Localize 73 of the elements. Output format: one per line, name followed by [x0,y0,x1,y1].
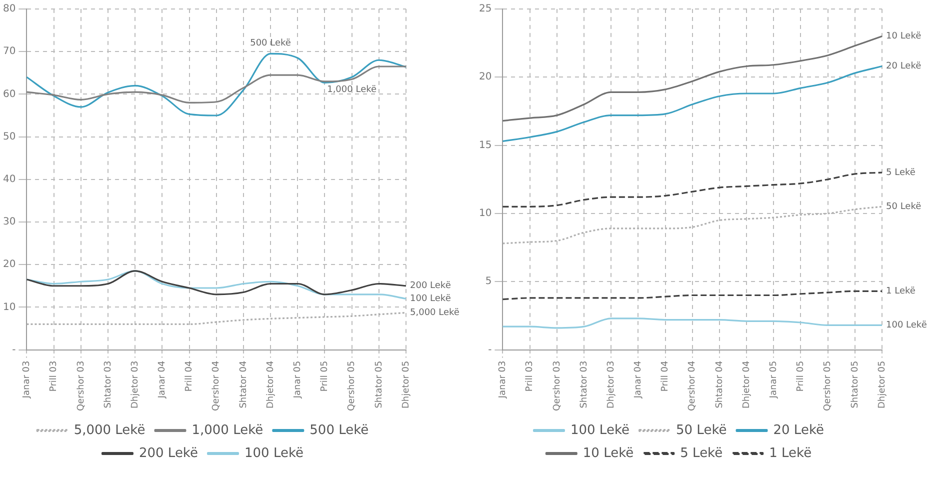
annotation: 100 Lekë [410,294,452,304]
annotation: 500 Lekë [250,38,292,49]
x-tick-label: Dhjetor 04 [742,360,752,408]
x-tick-label: Prill 03 [525,360,536,392]
annotation: 10 Lekë [886,32,922,42]
line-series [502,65,883,142]
line-series [502,318,883,329]
y-tick-label: 10 [478,208,492,220]
x-tick-label: Janar 04 [158,360,168,400]
x-tick-label: Prill 03 [49,360,60,392]
legend-label: 100 Lekë [244,446,304,461]
x-tick-label: Janar 04 [634,360,644,400]
y-tick-label: 20 [478,72,492,83]
annotation: 5,000 Lekë [410,308,460,318]
line-series [502,172,883,208]
y-tick-label: 25 [478,4,492,15]
x-tick-label: Qershor 04 [212,360,222,411]
annotation: 100 Lekë [886,320,928,331]
x-tick-label: Prill 05 [796,360,806,392]
x-tick-label: Dhjetor 05 [401,360,412,408]
annotation: 50 Lekë [886,202,922,212]
x-tick-label: Janar 05 [292,360,303,400]
x-tick-label: Prill 04 [184,360,195,392]
legend-label: 1 Lekë [769,446,812,461]
x-tick-label: Dhjetor 04 [266,360,276,408]
legend-label: 1,000 Lekë [192,422,264,438]
y-tick-label: 80 [2,4,16,15]
legend-label: 50 Lekë [676,422,727,438]
legend-label: 100 Lekë [570,422,630,438]
x-tick-label: Prill 05 [320,360,330,392]
legend-label: 500 Lekë [310,422,369,438]
y-tick-label: 50 [2,131,16,142]
y-tick-label: 40 [2,174,16,185]
x-tick-label: Shtator 05 [850,360,860,408]
legend-label: 10 Lekë [582,446,634,461]
annotation: 1 Lekë [886,286,916,296]
x-tick-label: Dhjetor 05 [877,360,888,408]
y-tick-label: 5 [485,276,492,288]
x-tick-label: Dhjetor 03 [606,360,616,408]
x-tick-label: Shtator 04 [238,360,249,408]
x-tick-label: Janar 03 [498,360,508,400]
x-tick-label: Shtator 05 [374,360,384,408]
x-tick-label: Janar 03 [22,360,32,400]
x-tick-label: Shtator 04 [714,360,725,408]
legend-label: 200 Lekë [138,446,198,461]
y-tick-label: 20 [2,259,16,270]
line-series [502,35,883,122]
x-tick-label: Dhjetor 03 [130,360,140,408]
annotation: 200 Lekë [410,281,452,292]
y-tick-label: - [12,344,16,356]
x-tick-label: Qershor 05 [347,360,358,411]
x-tick-label: Prill 04 [660,360,671,392]
annotation: 5 Lekë [886,168,916,178]
x-tick-label: Qershor 03 [76,360,86,411]
x-tick-label: Janar 05 [768,360,779,400]
y-tick-label: - [488,344,492,356]
x-tick-label: Qershor 05 [823,360,834,411]
legend-label: 5,000 Lekë [74,422,146,438]
line-series [502,290,883,300]
x-tick-label: Qershor 04 [688,360,698,411]
y-tick-label: 10 [2,302,16,313]
y-tick-label: 15 [478,140,492,151]
y-tick-label: 30 [2,216,16,228]
legend-label: 20 Lekë [773,422,824,438]
line-series [26,66,407,104]
x-tick-label: Qershor 03 [552,360,562,411]
annotation: 1,000 Lekë [327,85,377,96]
annotation: 20 Lekë [886,62,922,72]
y-tick-label: 60 [2,88,16,100]
x-tick-label: Shtator 03 [103,360,114,408]
x-tick-label: Shtator 03 [579,360,590,408]
legend-label: 5 Lekë [680,446,723,461]
y-tick-label: 70 [2,46,16,58]
